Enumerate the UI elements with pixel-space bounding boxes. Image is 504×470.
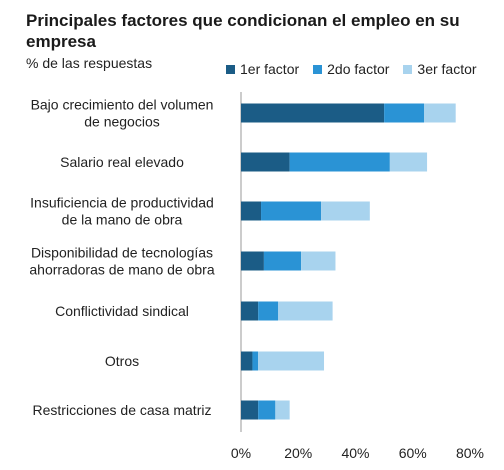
category-label-2-line-1: Salario real elevado	[60, 154, 184, 170]
bar-1-series-3	[424, 103, 456, 123]
x-tick-label-4: 60%	[399, 445, 427, 461]
bar-6-series-3	[258, 351, 325, 371]
category-label-3-line-1: Insuficiencia de productividad	[30, 195, 214, 211]
bar-2-series-3	[389, 152, 428, 172]
bar-4-series-1	[241, 251, 264, 271]
legend-label-3: 3er factor	[417, 61, 477, 77]
bar-2-series-2	[289, 152, 390, 172]
bar-6-series-1	[241, 351, 253, 371]
x-tick-label-2: 20%	[284, 445, 312, 461]
bar-3-series-1	[241, 201, 262, 221]
bar-6-series-2	[252, 351, 259, 371]
legend-swatch-2	[313, 64, 323, 74]
bar-7-series-1	[241, 400, 259, 420]
category-label-3-line-2: de la mano de obra	[62, 212, 183, 228]
x-tick-label-5: 80%	[456, 445, 484, 461]
category-label-1-line-2: de negocios	[84, 114, 160, 130]
category-label-5-line-1: Conflictividad sindical	[55, 303, 189, 319]
legend-label-1: 1er factor	[240, 61, 300, 77]
legend-item-2: 2do factor	[313, 61, 389, 77]
bar-5-series-1	[241, 301, 259, 321]
x-tick-label-3: 40%	[341, 445, 369, 461]
category-label-6-line-1: Otros	[105, 353, 139, 369]
bar-4-series-2	[263, 251, 302, 271]
bar-4-series-3	[301, 251, 336, 271]
legend-item-3: 3er factor	[403, 61, 477, 77]
bar-1-series-1	[241, 103, 385, 123]
category-label-7-line-1: Restricciones de casa matriz	[33, 402, 212, 418]
legend-swatch-3	[403, 64, 413, 74]
bar-5-series-3	[278, 301, 333, 321]
category-label-1-line-1: Bajo crecimiento del volumen	[31, 97, 214, 113]
chart-title: Principales factores que condicionan el …	[26, 11, 460, 51]
bar-1-series-2	[384, 103, 425, 123]
chart-subtitle: % de las respuestas	[26, 55, 153, 71]
bar-5-series-2	[258, 301, 279, 321]
legend-label-2: 2do factor	[327, 61, 390, 77]
bar-3-series-3	[321, 201, 370, 221]
legend: 1er factor 2do factor 3er factor	[226, 61, 477, 77]
bar-2-series-1	[241, 152, 290, 172]
x-tick-label-1: 0%	[231, 445, 251, 461]
category-label-4-line-1: Disponibilidad de tecnologías	[31, 245, 213, 261]
bar-7-series-3	[275, 400, 290, 420]
legend-item-1: 1er factor	[226, 61, 299, 77]
bar-7-series-2	[258, 400, 276, 420]
category-label-4-line-2: ahorradoras de mano de obra	[29, 262, 214, 278]
legend-swatch-1	[226, 64, 235, 74]
bar-3-series-2	[261, 201, 322, 221]
